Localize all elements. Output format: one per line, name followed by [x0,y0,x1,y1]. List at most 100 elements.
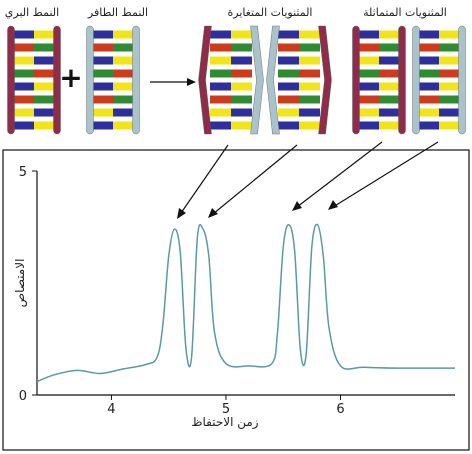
hetero-duplex-1-rung-right-4 [231,82,252,91]
hetero-duplex-1-rung-left-3 [210,69,231,78]
homo-duplex-2-rung-right-1 [439,43,460,52]
wild-duplex-rung-left-7 [13,121,34,130]
homo-duplex-2-rung-left-3 [418,69,439,78]
mutant-duplex-rung-left-5 [92,95,113,104]
mutant-duplex-rung-right-7 [113,121,134,130]
homo-duplex-2-rung-left-4 [418,82,439,91]
wild-duplex-rung-right-4 [34,82,55,91]
mutant-duplex-rung-right-3 [113,69,134,78]
mutant-duplex-rung-right-4 [113,82,134,91]
homo-duplex-2-rung-right-2 [439,56,460,65]
homo-duplex-1-rung-left-5 [358,95,379,104]
wild-duplex-rung-left-1 [13,43,34,52]
mutant-duplex-rung-left-0 [92,30,113,39]
wild-duplex-rung-left-3 [13,69,34,78]
hetero-duplex-2-rung-left-6 [278,108,299,117]
homo-duplex-2-rung-right-0 [439,30,460,39]
hetero-duplex-2-rung-right-0 [299,30,320,39]
wild-duplex-rung-left-0 [13,30,34,39]
wild-duplex-rung-right-2 [34,56,55,65]
mutant-duplex-rung-right-6 [113,108,134,117]
hetero-duplex-1-rung-left-4 [210,82,231,91]
homo-duplex-1-rung-left-3 [358,69,379,78]
wild-duplex-rung-right-5 [34,95,55,104]
homo-duplex-1-rung-right-1 [379,43,400,52]
mutant-duplex-rung-left-2 [92,56,113,65]
homoduplex-label: المثنويات المتماثلة [363,6,447,19]
homo-duplex-1-rung-left-4 [358,82,379,91]
plus-sign: + [59,61,82,94]
arrow-hetero-2 [212,144,298,215]
homo-duplex-2-rung-left-6 [418,108,439,117]
axis-ticks: 4 5 6 0 5 [19,165,345,417]
homo-duplex-2-rung-left-1 [418,43,439,52]
homo-duplex-2-rung-right-4 [439,82,460,91]
x-tick-label-5: 5 [222,402,230,417]
hetero-duplex-2-rung-left-3 [278,69,299,78]
arrowhead-homo-1 [292,201,302,211]
heteroduplex-label: المثنويات المتغايرة [228,6,313,19]
wild-duplex-rung-right-3 [34,69,55,78]
dna-duplex-group [7,25,466,135]
mutant-duplex-rung-right-5 [113,95,134,104]
arrow-hetero-1 [180,144,229,214]
homo-duplex-1-rung-left-0 [358,30,379,39]
hetero-duplex-1-rung-left-5 [210,95,231,104]
homo-duplex-1-left-strand [352,25,360,135]
arrowhead-hetero-2 [208,208,218,218]
mutant-duplex-rung-left-6 [92,108,113,117]
homo-duplex-2-rung-left-7 [418,121,439,130]
hetero-duplex-2-left-strand [266,25,280,135]
homo-duplex-2-rung-left-5 [418,95,439,104]
homo-duplex-1-rung-left-6 [358,108,379,117]
hetero-duplex-1-right-strand [250,25,264,135]
mutant-duplex-rung-right-0 [113,30,134,39]
homo-duplex-1-rung-right-0 [379,30,400,39]
x-tick-label-4: 4 [107,402,115,417]
homo-duplex-2-rung-left-0 [418,30,439,39]
x-tick-label-6: 6 [336,402,344,417]
hetero-duplex-2-rung-left-2 [278,56,299,65]
homo-duplex-2-left-strand [412,25,420,135]
homo-duplex-1-rung-right-3 [379,69,400,78]
hetero-duplex-2-rung-left-5 [278,95,299,104]
arrow-homo-1 [296,141,383,208]
y-tick-label-0: 0 [19,389,27,404]
hetero-duplex-1-rung-left-2 [210,56,231,65]
y-axis-label: الامتصاص [13,259,28,308]
wild-duplex-right-strand [53,25,61,135]
arrow-homo-2 [332,141,439,208]
homo-duplex-2-rung-right-7 [439,121,460,130]
hetero-duplex-2-rung-right-7 [299,121,320,130]
wild-duplex-left-strand [7,25,15,135]
hetero-duplex-2-rung-right-6 [299,108,320,117]
hetero-duplex-1-rung-left-7 [210,121,231,130]
wild-duplex-rung-left-6 [13,108,34,117]
mutant-duplex-rung-left-4 [92,82,113,91]
mixing-arrowhead [187,78,196,86]
wild-duplex-rung-left-2 [13,56,34,65]
homo-duplex-1-rung-right-2 [379,56,400,65]
hetero-duplex-2-rung-right-4 [299,82,320,91]
wild-duplex-rung-right-0 [34,30,55,39]
hetero-duplex-2-rung-left-4 [278,82,299,91]
hetero-duplex-2-rung-right-5 [299,95,320,104]
mutant-duplex-rung-left-1 [92,43,113,52]
wild-duplex-rung-right-1 [34,43,55,52]
hetero-duplex-2-rung-right-2 [299,56,320,65]
hetero-duplex-1-rung-left-6 [210,108,231,117]
homo-duplex-2-rung-left-2 [418,56,439,65]
arrowhead-hetero-1 [177,208,186,219]
hetero-duplex-2-rung-right-3 [299,69,320,78]
x-axis-label: زمن الاحتفاظ [191,415,258,430]
homo-duplex-1-rung-right-7 [379,121,400,130]
homo-duplex-1-rung-left-2 [358,56,379,65]
wild-duplex-rung-right-7 [34,121,55,130]
hetero-duplex-2-right-strand [318,25,332,135]
chart-frame [2,149,470,451]
mutant-duplex-left-strand [86,25,94,135]
homo-duplex-2-rung-right-6 [439,108,460,117]
peak-arrows [177,141,439,219]
mutant-duplex-rung-left-7 [92,121,113,130]
